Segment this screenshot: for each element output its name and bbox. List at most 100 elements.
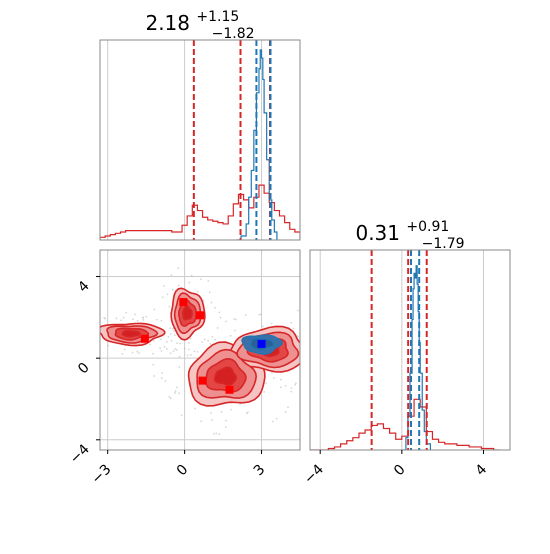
scatter-point — [297, 309, 299, 312]
scatter-point — [229, 334, 232, 337]
scatter-point — [234, 318, 237, 321]
scatter-point — [196, 350, 199, 353]
scatter-point — [142, 316, 145, 319]
scatter-point — [169, 333, 172, 335]
scatter-point — [159, 347, 162, 350]
scatter-point — [153, 308, 156, 311]
x-tick-label: 0 — [391, 462, 409, 480]
marginal-x-frame — [99, 39, 301, 241]
scatter-point — [174, 390, 177, 393]
scatter-point — [214, 338, 217, 341]
scatter-point — [322, 324, 324, 326]
marginal-y-x-ticks: −4 0 4 — [301, 450, 490, 487]
scatter-point — [160, 319, 163, 322]
scatter-point — [211, 335, 214, 338]
scatter-point — [272, 377, 275, 379]
scatter-point — [335, 343, 337, 345]
scatter-point — [290, 321, 293, 324]
scatter-point — [180, 414, 183, 417]
scatter-point — [172, 350, 175, 353]
scatter-point — [149, 343, 152, 346]
scatter-point — [215, 432, 218, 435]
marginal-y-title-value: 0.31 — [355, 221, 400, 245]
scatter-point — [331, 336, 333, 338]
scatter-point — [71, 339, 73, 341]
marginal-x-title-plus: +1.15 — [196, 9, 239, 25]
red-marker — [198, 376, 207, 385]
scatter-point — [104, 317, 107, 320]
scatter-point — [294, 382, 297, 385]
scatter-point — [173, 334, 176, 337]
marginal-x-quantile-lines — [192, 40, 272, 240]
scatter-point — [164, 380, 167, 382]
scatter-point — [122, 316, 125, 319]
scatter-point — [327, 324, 329, 326]
scatter-point — [166, 293, 169, 296]
red-marker — [140, 334, 149, 343]
scatter-point — [120, 319, 123, 322]
scatter-point — [220, 410, 223, 413]
marginal-x-blue-histogram — [235, 49, 278, 240]
scatter-point — [196, 290, 199, 293]
scatter-point — [233, 329, 236, 332]
scatter-point — [312, 336, 314, 338]
scatter-point — [294, 383, 297, 386]
blue-marker — [257, 339, 266, 348]
scatter-point — [160, 338, 162, 341]
scatter-point — [169, 397, 172, 400]
scatter-point — [244, 314, 247, 316]
scatter-point — [171, 288, 174, 291]
blue-histogram-line — [235, 49, 278, 240]
scatter-point — [153, 375, 155, 377]
scatter-point — [175, 348, 178, 351]
scatter-point — [279, 386, 282, 389]
scatter-point — [121, 352, 124, 355]
scatter-point — [167, 336, 170, 338]
scatter-point — [188, 281, 191, 284]
scatter-point — [92, 343, 94, 345]
scatter-point — [210, 301, 213, 304]
marginal-x-title-minus: −1.82 — [212, 26, 255, 42]
scatter-point — [165, 340, 168, 343]
y-tick-label: 0 — [75, 360, 93, 378]
joint-x-ticks: −3 0 3 — [89, 450, 268, 487]
red-contour — [181, 305, 193, 321]
y-tick-label: 4 — [75, 278, 93, 296]
scatter-point — [214, 306, 216, 309]
scatter-point — [324, 375, 326, 377]
scatter-point — [173, 330, 175, 332]
marginal-y-panel: −4 0 4 0.31 +0.91 −1.79 — [301, 219, 511, 487]
scatter-point — [297, 335, 299, 338]
scatter-point — [183, 347, 186, 350]
scatter-point — [178, 366, 181, 368]
scatter-point — [207, 280, 210, 282]
red-marker — [225, 385, 234, 394]
scatter-point — [210, 411, 212, 414]
marginal-y-blue-histogram — [401, 265, 432, 450]
scatter-point — [218, 311, 221, 314]
scatter-point — [190, 274, 193, 277]
red-contour — [213, 366, 238, 386]
scatter-point — [271, 420, 274, 423]
scatter-point — [292, 327, 295, 330]
marginal-y-quantile-lines — [370, 250, 428, 450]
scatter-point — [160, 350, 163, 352]
scatter-point — [326, 369, 328, 371]
scatter-point — [271, 371, 273, 374]
scatter-point — [162, 285, 165, 287]
scatter-point — [318, 382, 320, 384]
scatter-point — [123, 348, 126, 351]
scatter-point — [201, 341, 203, 343]
scatter-point — [160, 377, 163, 380]
scatter-point — [168, 305, 171, 308]
scatter-point — [169, 352, 172, 355]
y-tick-label: −4 — [67, 441, 93, 467]
scatter-point — [136, 350, 139, 353]
joint-panel: −3 0 3 −4 0 4 — [67, 249, 337, 487]
marginal-y-title-minus: −1.79 — [422, 236, 465, 252]
scatter-point — [125, 311, 127, 314]
scatter-point — [290, 390, 293, 393]
red-contour — [121, 329, 141, 338]
scatter-point — [258, 313, 261, 316]
scatter-point — [233, 317, 236, 320]
